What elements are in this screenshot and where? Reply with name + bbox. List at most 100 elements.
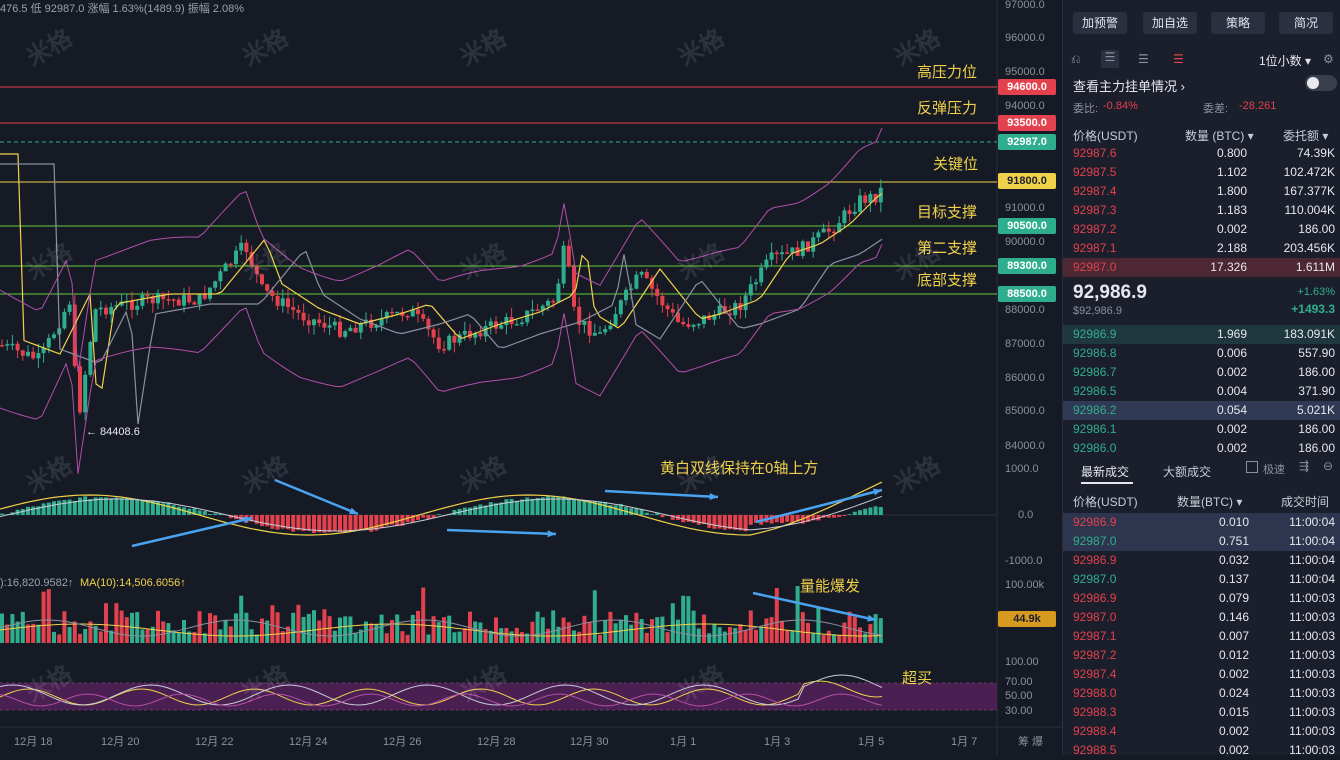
candle-body [26, 352, 30, 356]
macd-bar [536, 498, 540, 515]
fast-checkbox[interactable] [1246, 461, 1258, 473]
book-bids-icon[interactable]: ☰ [1138, 52, 1149, 66]
candle-body [52, 334, 56, 338]
strategy-button[interactable]: 策略 [1211, 12, 1265, 34]
alert-button[interactable]: 加预警 [1073, 12, 1127, 34]
candle-body [582, 321, 586, 325]
chip-buttons[interactable]: 筹 爆 [1018, 733, 1043, 749]
candle-body [770, 253, 774, 260]
trade-qty: 0.007 [1219, 629, 1249, 643]
candle-body [78, 366, 82, 412]
fast-label: 极速 [1263, 461, 1285, 477]
candle-body [286, 298, 290, 307]
book-header-qty[interactable]: 数量 (BTC) ▾ [1185, 127, 1254, 144]
volume-bar [655, 617, 659, 643]
book-mode-icon[interactable]: ⎌ [1071, 52, 1081, 67]
trade-qty: 0.010 [1219, 515, 1249, 529]
candle-body [0, 345, 4, 347]
macd-bar [62, 500, 66, 515]
row-qty: 0.002 [1217, 222, 1247, 236]
volume-bar [712, 624, 716, 643]
tab-large-trades[interactable]: 大额成交 [1163, 463, 1211, 480]
x-label: 1月 5 [858, 733, 884, 749]
volume-bar [510, 631, 514, 643]
volume-bar [686, 596, 690, 643]
row-qty: 1.800 [1217, 184, 1247, 198]
annotation-rebound-pressure: 反弹压力 [917, 97, 977, 118]
macd-bar [203, 511, 207, 515]
y-label: 88000.0 [1005, 304, 1045, 316]
candle-body [655, 289, 659, 296]
depth-toggle[interactable] [1305, 75, 1337, 91]
candle-body [354, 328, 358, 333]
price-chart[interactable]: 476.5 低 92987.0 涨幅 1.63%(1489.9) 振幅 2.08… [0, 0, 1062, 755]
volume-bar [229, 626, 233, 643]
arrow-macd-4-head [710, 493, 718, 500]
row-qty: 0.002 [1217, 441, 1247, 455]
book-both-icon[interactable]: ☰ [1101, 50, 1119, 68]
candle-body [265, 284, 269, 291]
x-label: 12月 24 [289, 733, 328, 749]
arrow-macd-1 [275, 480, 358, 514]
candle-body [749, 284, 753, 295]
volume-bar [707, 633, 711, 643]
macd-y-label: 1000.0 [1005, 463, 1039, 475]
candle-body [598, 332, 602, 334]
tab-latest-trades[interactable]: 最新成交 [1081, 463, 1129, 480]
volume-bar [811, 633, 815, 643]
ohlc-info: 476.5 低 92987.0 涨幅 1.63%(1489.9) 振幅 2.08… [0, 0, 244, 16]
macd-bar [57, 501, 61, 515]
candle-body [848, 210, 852, 214]
filter-icon[interactable]: ⇶ [1299, 459, 1309, 473]
candle-body [463, 331, 467, 335]
volume-bar [322, 609, 326, 643]
summary-button[interactable]: 简况 [1279, 12, 1333, 34]
row-amount: 110.004K [1285, 203, 1336, 217]
watchlist-button[interactable]: 加自选 [1143, 12, 1197, 34]
candle-body [31, 352, 35, 359]
depth-title[interactable]: 查看主力挂单情况 › [1073, 76, 1185, 95]
trade-price: 92986.9 [1073, 591, 1116, 605]
macd-bar [364, 515, 368, 529]
settings-gear-icon[interactable]: ⚙ [1323, 52, 1334, 66]
more-icon[interactable]: ⊖ [1323, 459, 1333, 473]
row-price: 92987.6 [1073, 146, 1116, 160]
macd-bar [858, 510, 862, 515]
row-amount: 203.456K [1284, 241, 1335, 255]
macd-bar [473, 506, 477, 515]
volume-bar [5, 625, 9, 643]
row-qty: 0.002 [1217, 365, 1247, 379]
book-asks-icon[interactable]: ☰ [1173, 52, 1184, 66]
chart-canvas[interactable] [0, 0, 1062, 755]
volume-bar [52, 632, 56, 643]
volume-bar [837, 635, 841, 643]
row-amount: 186.00 [1298, 365, 1335, 379]
book-header-amount[interactable]: 委托额 ▾ [1283, 127, 1328, 144]
decimal-select[interactable]: 1位小数 ▾ [1259, 52, 1311, 69]
y-label: 95000.0 [1005, 66, 1045, 78]
macd-bar [354, 515, 358, 531]
diff-value: -28.261 [1239, 100, 1276, 112]
candle-body [234, 251, 238, 265]
candle-body [562, 246, 566, 284]
candle-body [416, 309, 420, 314]
volume-bar [395, 614, 399, 643]
volume-bar [634, 613, 638, 643]
trade-header-qty[interactable]: 数量(BTC) ▾ [1177, 493, 1242, 510]
